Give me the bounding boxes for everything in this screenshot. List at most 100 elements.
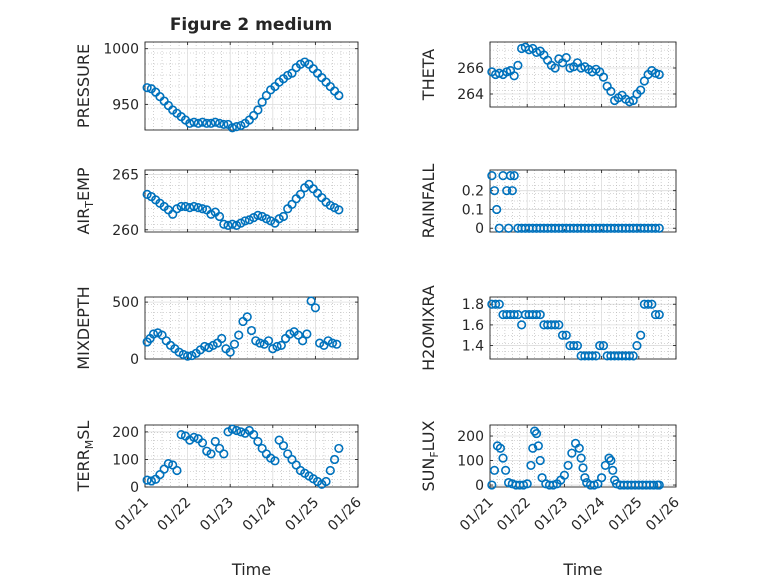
data-point (567, 448, 577, 458)
data-point (287, 199, 297, 209)
data-point (624, 351, 635, 361)
data-point (654, 480, 664, 490)
data-point (632, 340, 642, 351)
y-tick-label: 200 (457, 429, 484, 445)
data-point (517, 320, 527, 330)
data-point (561, 52, 571, 63)
y-tick-label: 266 (457, 61, 484, 77)
y-tick-label: 1.8 (462, 297, 484, 313)
data-point (332, 339, 342, 349)
data-point (501, 465, 511, 475)
data-point (197, 438, 208, 448)
data-point (189, 432, 199, 443)
data-point (654, 309, 664, 320)
data-point (489, 465, 500, 475)
y-tick-label: 265 (112, 167, 139, 183)
subplot-6: 1.8 1.6 1.4 H2OMIXRA (419, 285, 677, 371)
data-point (298, 336, 308, 346)
figure-title: Figure 2 medium (170, 15, 332, 35)
data-point (231, 122, 242, 132)
y-tick-label: 260 (112, 223, 139, 239)
data-point (293, 330, 303, 340)
data-point (334, 443, 344, 454)
data-point (580, 473, 590, 483)
data-point (253, 105, 263, 115)
data-point (606, 86, 616, 96)
data-point (146, 476, 156, 486)
subplot-1: 1000 950 PRESSURE (74, 41, 359, 133)
data-point (168, 209, 178, 219)
data-point (270, 456, 280, 466)
data-point (193, 203, 203, 213)
data-point (310, 303, 321, 313)
subplot-2: 266 264 THETA (419, 41, 677, 108)
data-point (650, 309, 661, 320)
y-axis-label: H2OMIXRA (419, 285, 438, 371)
data-point (227, 123, 237, 133)
data-point (249, 110, 259, 121)
data-point (197, 204, 208, 214)
data-point (600, 460, 610, 471)
data-point (522, 479, 532, 489)
y-tick-label: 950 (112, 97, 139, 113)
data-point (334, 205, 344, 215)
data-point (197, 117, 208, 127)
data-point (535, 455, 545, 466)
y-tick-label: 200 (112, 425, 139, 441)
y-axis-label: AIRTEMP (74, 167, 96, 234)
data-point (647, 299, 657, 309)
data-point (223, 220, 233, 230)
data-point (574, 443, 584, 453)
y-axis-label: RAINFALL (419, 164, 438, 239)
y-tick-label: 500 (112, 295, 139, 311)
data-point (554, 320, 564, 330)
axes-box (144, 296, 359, 360)
data-point (509, 309, 519, 320)
data-point (569, 340, 579, 351)
data-point (302, 329, 312, 339)
data-point (531, 428, 542, 439)
data-point (189, 117, 199, 127)
data-point (246, 325, 257, 336)
data-point (219, 449, 229, 459)
data-point (227, 219, 237, 229)
data-point (494, 223, 504, 233)
data-point (287, 68, 297, 78)
data-point (142, 83, 152, 93)
data-point (591, 351, 601, 361)
y-tick-label: 100 (112, 452, 139, 468)
data-point (509, 171, 519, 181)
data-point (276, 340, 286, 350)
data-point (272, 341, 282, 352)
data-point (495, 443, 506, 453)
data-point (240, 216, 250, 226)
data-point (528, 443, 538, 453)
data-point (643, 299, 653, 309)
x-axis-label: Time (562, 560, 602, 579)
data-point (505, 171, 516, 181)
data-point (502, 186, 512, 196)
data-point (595, 340, 605, 351)
axes-box (144, 41, 359, 131)
data-point (278, 441, 289, 451)
data-point (604, 453, 614, 463)
data-point (210, 436, 220, 447)
y-tick-label: 0 (475, 478, 484, 494)
data-point (263, 336, 274, 346)
data-point (507, 186, 517, 196)
axes-box (144, 169, 359, 233)
data-point (225, 347, 235, 357)
data-point (193, 118, 203, 128)
data-point (185, 203, 195, 213)
data-point (176, 430, 186, 440)
data-point (253, 210, 263, 220)
data-point (490, 299, 501, 309)
data-point (214, 211, 225, 222)
y-axis-label: TERRMSL (74, 421, 96, 493)
data-point (487, 480, 497, 490)
data-point (492, 204, 502, 215)
data-point (649, 480, 659, 490)
data-point (334, 90, 344, 101)
y-tick-label: 1.4 (462, 339, 484, 355)
y-tick-label: 0 (130, 352, 139, 368)
